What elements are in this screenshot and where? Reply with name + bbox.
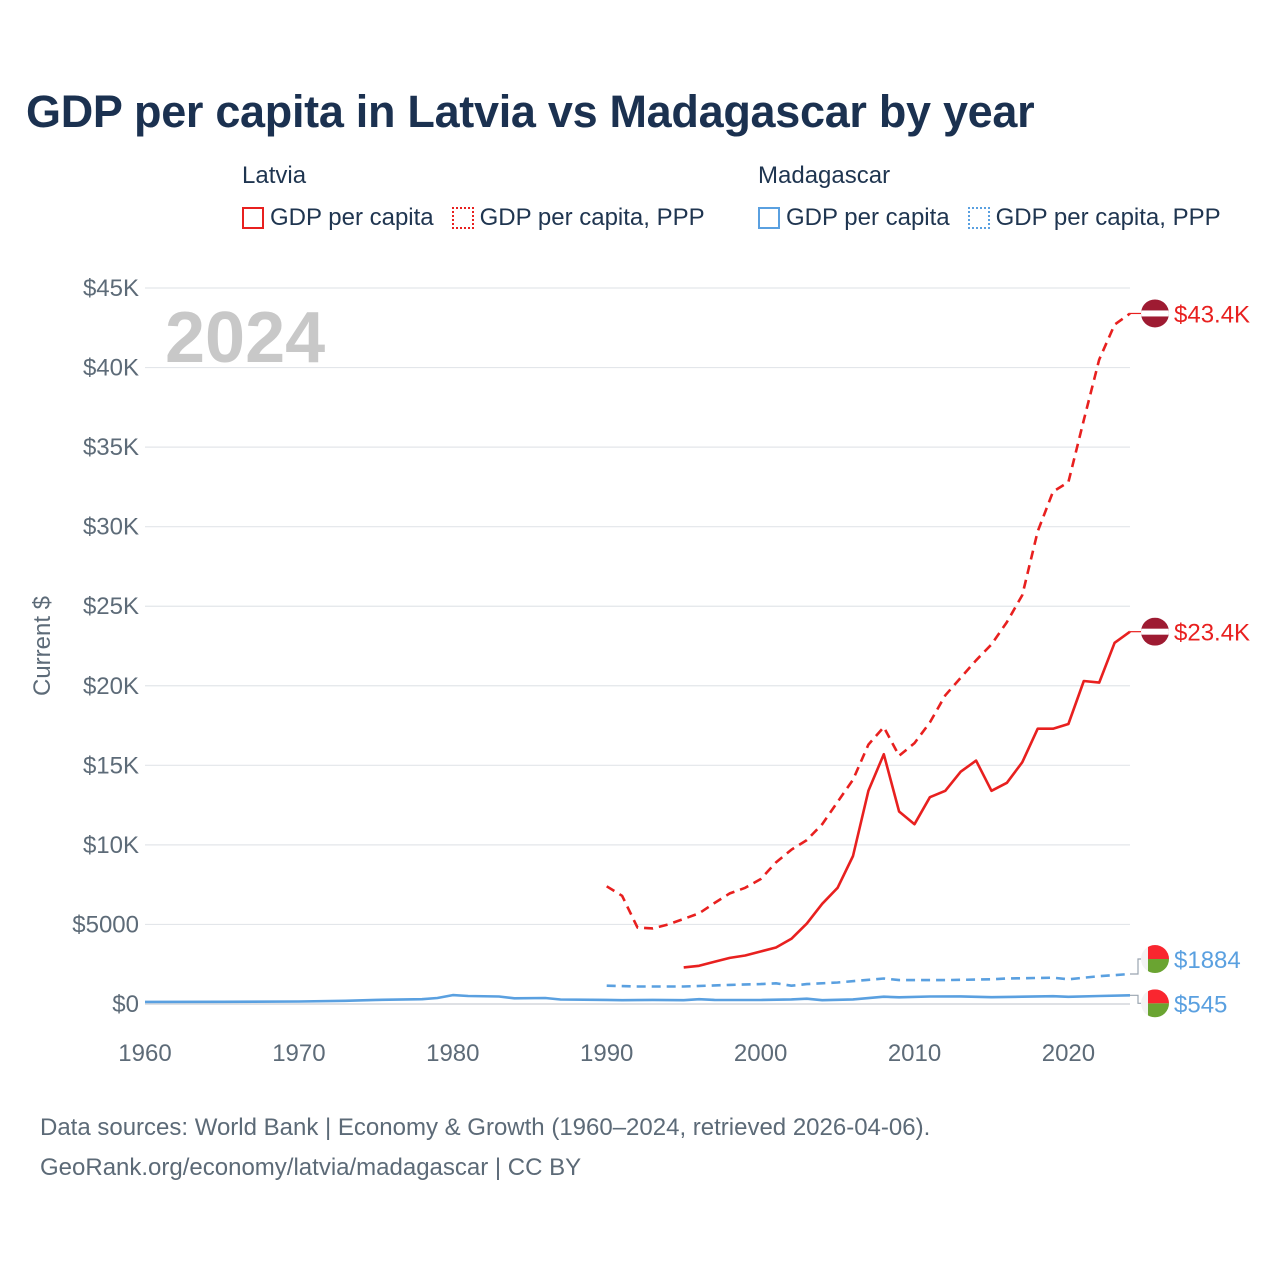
- x-tick-label: 2020: [1042, 1040, 1095, 1067]
- legend-swatch-latvia-gdp: [242, 207, 264, 229]
- x-tick-label: 2000: [734, 1040, 787, 1067]
- legend-madagascar: Madagascar GDP per capita GDP per capita…: [758, 162, 1221, 232]
- legend-madagascar-gdp[interactable]: GDP per capita: [758, 204, 950, 232]
- y-tick-label: $15K: [83, 752, 139, 779]
- x-tick-label: 2010: [888, 1040, 941, 1067]
- y-tick-label: $25K: [83, 593, 139, 620]
- grid-layer: [145, 287, 1130, 1005]
- end-value-label-2: $545: [1174, 991, 1227, 1018]
- y-tick-label: $45K: [83, 275, 139, 302]
- y-tick-label: $40K: [83, 355, 139, 382]
- footer-sources: Data sources: World Bank | Economy & Gro…: [40, 1114, 931, 1141]
- y-tick-label: $10K: [83, 832, 139, 859]
- series-line-3[interactable]: [606, 972, 1131, 988]
- madagascar-flag-icon: [1141, 989, 1169, 1018]
- y-tick-label: $5000: [72, 911, 139, 938]
- legend-group-madagascar: Madagascar: [758, 162, 891, 189]
- series-line-0[interactable]: [683, 630, 1131, 969]
- y-axis-label: Current $: [29, 596, 56, 696]
- legend-label-madagascar-gdp: GDP per capita: [786, 204, 950, 231]
- legend-swatch-latvia-ppp: [451, 207, 474, 229]
- legend-label-madagascar-ppp: GDP per capita, PPP: [995, 204, 1221, 231]
- end-label-layer: $23.4K $43.4K $545 $1884: [1130, 299, 1250, 1018]
- x-tick-label: 1970: [272, 1040, 325, 1067]
- y-tick-label: $0: [112, 991, 139, 1018]
- series-line-2[interactable]: [144, 993, 1131, 1004]
- year-watermark: 2024: [165, 298, 325, 378]
- series-line-1[interactable]: [606, 312, 1131, 930]
- legend-swatch-madagascar-gdp: [758, 207, 780, 229]
- axis-layer: $0 $5000 $10K $15K $20K $25K $30K $35K $40K $45K 1…: [72, 275, 1095, 1067]
- x-tick-label: 1960: [118, 1040, 171, 1067]
- madagascar-flag-icon: [1141, 945, 1169, 974]
- legend-latvia-gdp[interactable]: GDP per capita: [242, 204, 434, 232]
- latvia-flag-icon: [1141, 299, 1169, 328]
- end-value-label-0: $23.4K: [1174, 620, 1250, 647]
- x-tick-label: 1990: [580, 1040, 633, 1067]
- y-tick-label: $20K: [83, 673, 139, 700]
- end-connector-2: [1130, 994, 1141, 1004]
- footer: Data sources: World Bank | Economy & Gro…: [40, 1108, 930, 1188]
- end-value-label-3: $1884: [1174, 947, 1241, 974]
- x-tick-label: 1980: [426, 1040, 479, 1067]
- legend-group-latvia: Latvia: [242, 162, 307, 189]
- legend-label-latvia-ppp: GDP per capita, PPP: [479, 204, 705, 231]
- end-value-label-1: $43.4K: [1174, 301, 1250, 328]
- legend-latvia: Latvia GDP per capita GDP per capita, PP…: [242, 162, 705, 232]
- y-tick-label: $35K: [83, 434, 139, 461]
- chart-title: GDP per capita in Latvia vs Madagascar b…: [26, 86, 1035, 137]
- legend-swatch-madagascar-ppp: [967, 207, 990, 229]
- series-layer: [144, 312, 1131, 1004]
- y-tick-label: $30K: [83, 514, 139, 541]
- legend-label-latvia-gdp: GDP per capita: [270, 204, 434, 231]
- footer-attribution: GeoRank.org/economy/latvia/madagascar | …: [40, 1154, 582, 1181]
- legend-madagascar-ppp[interactable]: GDP per capita, PPP: [967, 204, 1221, 232]
- end-connector-3: [1130, 958, 1141, 975]
- legend-latvia-ppp[interactable]: GDP per capita, PPP: [451, 204, 705, 232]
- chart-area: $0 $5000 $10K $15K $20K $25K $30K $35K $40K $45K 1…: [29, 275, 1250, 1067]
- latvia-flag-icon: [1141, 617, 1169, 646]
